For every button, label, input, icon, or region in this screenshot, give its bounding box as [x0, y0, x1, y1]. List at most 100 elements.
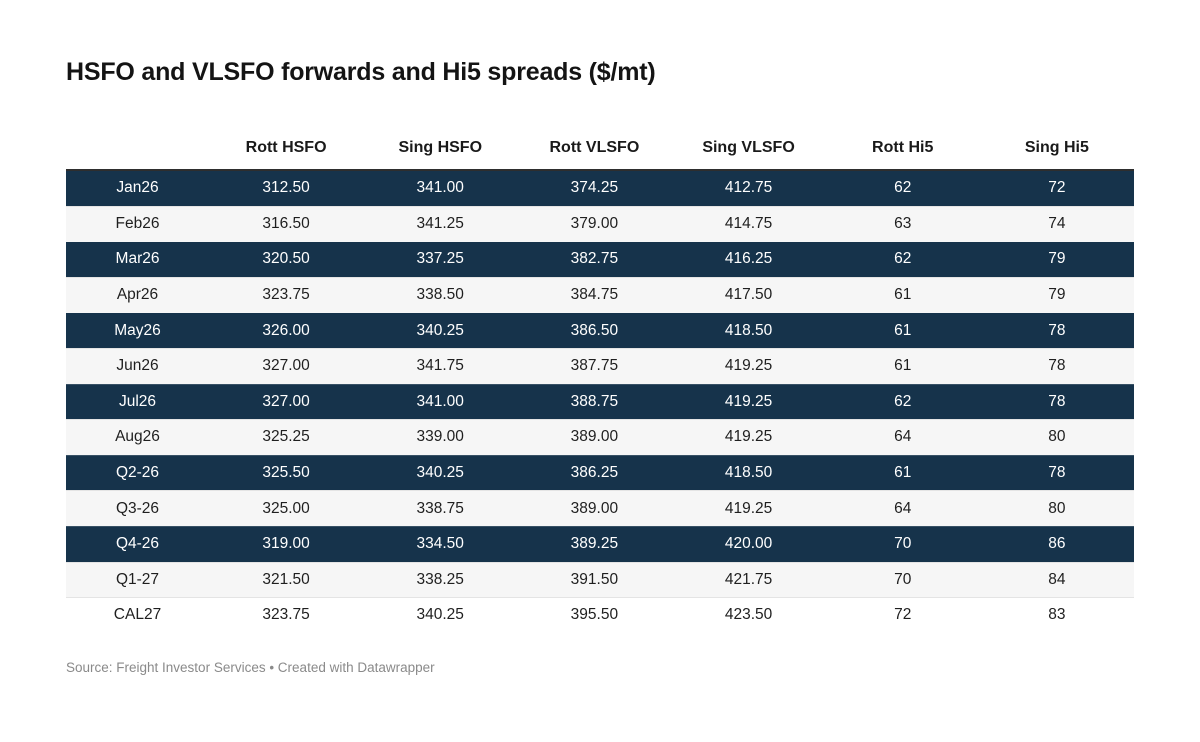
value-cell: 341.00: [416, 179, 464, 197]
value-cell: 379.00: [517, 205, 672, 242]
row-label: Apr26: [66, 276, 209, 313]
row-label: Jun26: [66, 347, 209, 385]
row-label: Q2-26: [66, 454, 209, 491]
value-cell: 61: [825, 276, 980, 313]
row-label: May26: [66, 312, 209, 349]
value-cell: 327.00: [209, 347, 364, 385]
table-row: Apr26 323.75 338.50 384.75 417.50 61 79: [66, 276, 1134, 313]
value-cell: 323.75: [209, 597, 364, 633]
value-cell: 64: [825, 490, 980, 527]
value-cell: 391.50: [517, 561, 672, 598]
column-header: Rott VLSFO: [517, 127, 672, 171]
value-cell: 386.50: [517, 312, 672, 349]
value-cell: 78: [979, 454, 1134, 491]
table-row: Jan26 312.50 341.00 374.25 412.75 62 72: [66, 170, 1134, 207]
value-cell: 412.75: [724, 179, 773, 197]
row-label: Q3-26: [66, 490, 209, 527]
value-cell: 64: [825, 419, 980, 456]
value-cell: 62: [825, 241, 980, 278]
value-cell: 384.75: [517, 276, 672, 313]
value-cell: 374.25: [570, 179, 619, 197]
value-cell: 78: [979, 312, 1134, 349]
row-label: Q1-27: [66, 561, 209, 598]
row-label: Aug26: [66, 419, 209, 456]
value-cell: 338.50: [363, 276, 518, 313]
value-cell: 339.00: [363, 419, 518, 456]
value-cell: 70: [825, 525, 980, 563]
value-cell: 389.00: [517, 419, 672, 456]
table-row: Aug26 325.25 339.00 389.00 419.25 64 80: [66, 419, 1134, 456]
value-cell: 320.50: [209, 241, 364, 278]
value-cell: 341.75: [363, 347, 518, 385]
table-row: Q2-26 325.50 340.25 386.25 418.50 61 78: [66, 454, 1134, 491]
column-header: Sing HSFO: [363, 127, 518, 171]
table-body: Jan26 312.50 341.00 374.25 412.75 62 72 Feb26 31…: [66, 170, 1134, 633]
value-cell: 337.25: [363, 241, 518, 278]
value-cell: 78: [979, 347, 1134, 385]
column-header: Rott Hi5: [825, 127, 980, 171]
table-header-row: Rott HSFO Sing HSFO Rott VLSFO Sing VLSFO Ro…: [66, 127, 1134, 171]
value-cell: 325.25: [209, 419, 364, 456]
table-row: Q1-27 321.50 338.25 391.50 421.75 70 84: [66, 561, 1134, 598]
value-cell: 72: [1048, 179, 1066, 197]
value-cell: 421.75: [671, 561, 826, 598]
value-cell: 321.50: [209, 561, 364, 598]
value-cell: 61: [825, 454, 980, 491]
table-row: Mar26 320.50 337.25 382.75 416.25 62 79: [66, 241, 1134, 278]
row-label: Mar26: [66, 241, 209, 278]
value-cell: 419.25: [671, 490, 826, 527]
value-cell: 341.25: [363, 205, 518, 242]
table-row: Q4-26 319.00 334.50 389.25 420.00 70 86: [66, 525, 1134, 563]
value-cell: 395.50: [517, 597, 672, 633]
value-cell: 84: [979, 561, 1134, 598]
value-cell: 325.00: [209, 490, 364, 527]
value-cell: 62: [894, 179, 912, 197]
value-cell: 79: [979, 276, 1134, 313]
value-cell: 414.75: [671, 205, 826, 242]
value-cell: 419.25: [671, 383, 826, 420]
value-cell: 416.25: [671, 241, 826, 278]
value-cell: 338.25: [363, 561, 518, 598]
value-cell: 334.50: [363, 525, 518, 563]
value-cell: 417.50: [671, 276, 826, 313]
value-cell: 70: [825, 561, 980, 598]
value-cell: 316.50: [209, 205, 364, 242]
value-cell: 388.75: [517, 383, 672, 420]
value-cell: 423.50: [671, 597, 826, 633]
value-cell: 312.50: [262, 179, 310, 197]
value-cell: 382.75: [517, 241, 672, 278]
value-cell: 78: [979, 383, 1134, 420]
value-cell: 420.00: [671, 525, 826, 563]
table-row: Q3-26 325.00 338.75 389.00 419.25 64 80: [66, 490, 1134, 527]
table-row: Jul26 327.00 341.00 388.75 419.25 62 78: [66, 383, 1134, 420]
row-label: Q4-26: [66, 525, 209, 563]
value-cell: 326.00: [209, 312, 364, 349]
value-cell: 418.50: [671, 312, 826, 349]
value-cell: 387.75: [517, 347, 672, 385]
value-cell: 419.25: [671, 419, 826, 456]
chart-title: HSFO and VLSFO forwards and Hi5 spreads …: [66, 58, 656, 86]
row-label: Jul26: [66, 383, 209, 420]
table-header: Rott HSFO Sing HSFO Rott VLSFO Sing VLSFO Ro…: [66, 127, 1134, 171]
value-cell: 386.25: [517, 454, 672, 491]
row-label: CAL27: [66, 597, 209, 633]
value-cell: 323.75: [209, 276, 364, 313]
value-cell: 83: [979, 597, 1134, 633]
value-cell: 62: [825, 383, 980, 420]
value-cell: 80: [979, 490, 1134, 527]
value-cell: 389.00: [517, 490, 672, 527]
period-column-header: [66, 127, 209, 171]
value-cell: 340.25: [363, 312, 518, 349]
value-cell: 419.25: [671, 347, 826, 385]
value-cell: 74: [979, 205, 1134, 242]
value-cell: 79: [979, 241, 1134, 278]
source-note: Source: Freight Investor Services • Crea…: [66, 659, 435, 675]
table-row: May26 326.00 340.25 386.50 418.50 61 78: [66, 312, 1134, 349]
column-header: Sing Hi5: [979, 127, 1134, 171]
row-label: Jan26: [116, 179, 159, 197]
value-cell: 340.25: [363, 454, 518, 491]
value-cell: 63: [825, 205, 980, 242]
table-row: CAL27 323.75 340.25 395.50 423.50 72 83: [66, 597, 1134, 633]
value-cell: 327.00: [209, 383, 364, 420]
